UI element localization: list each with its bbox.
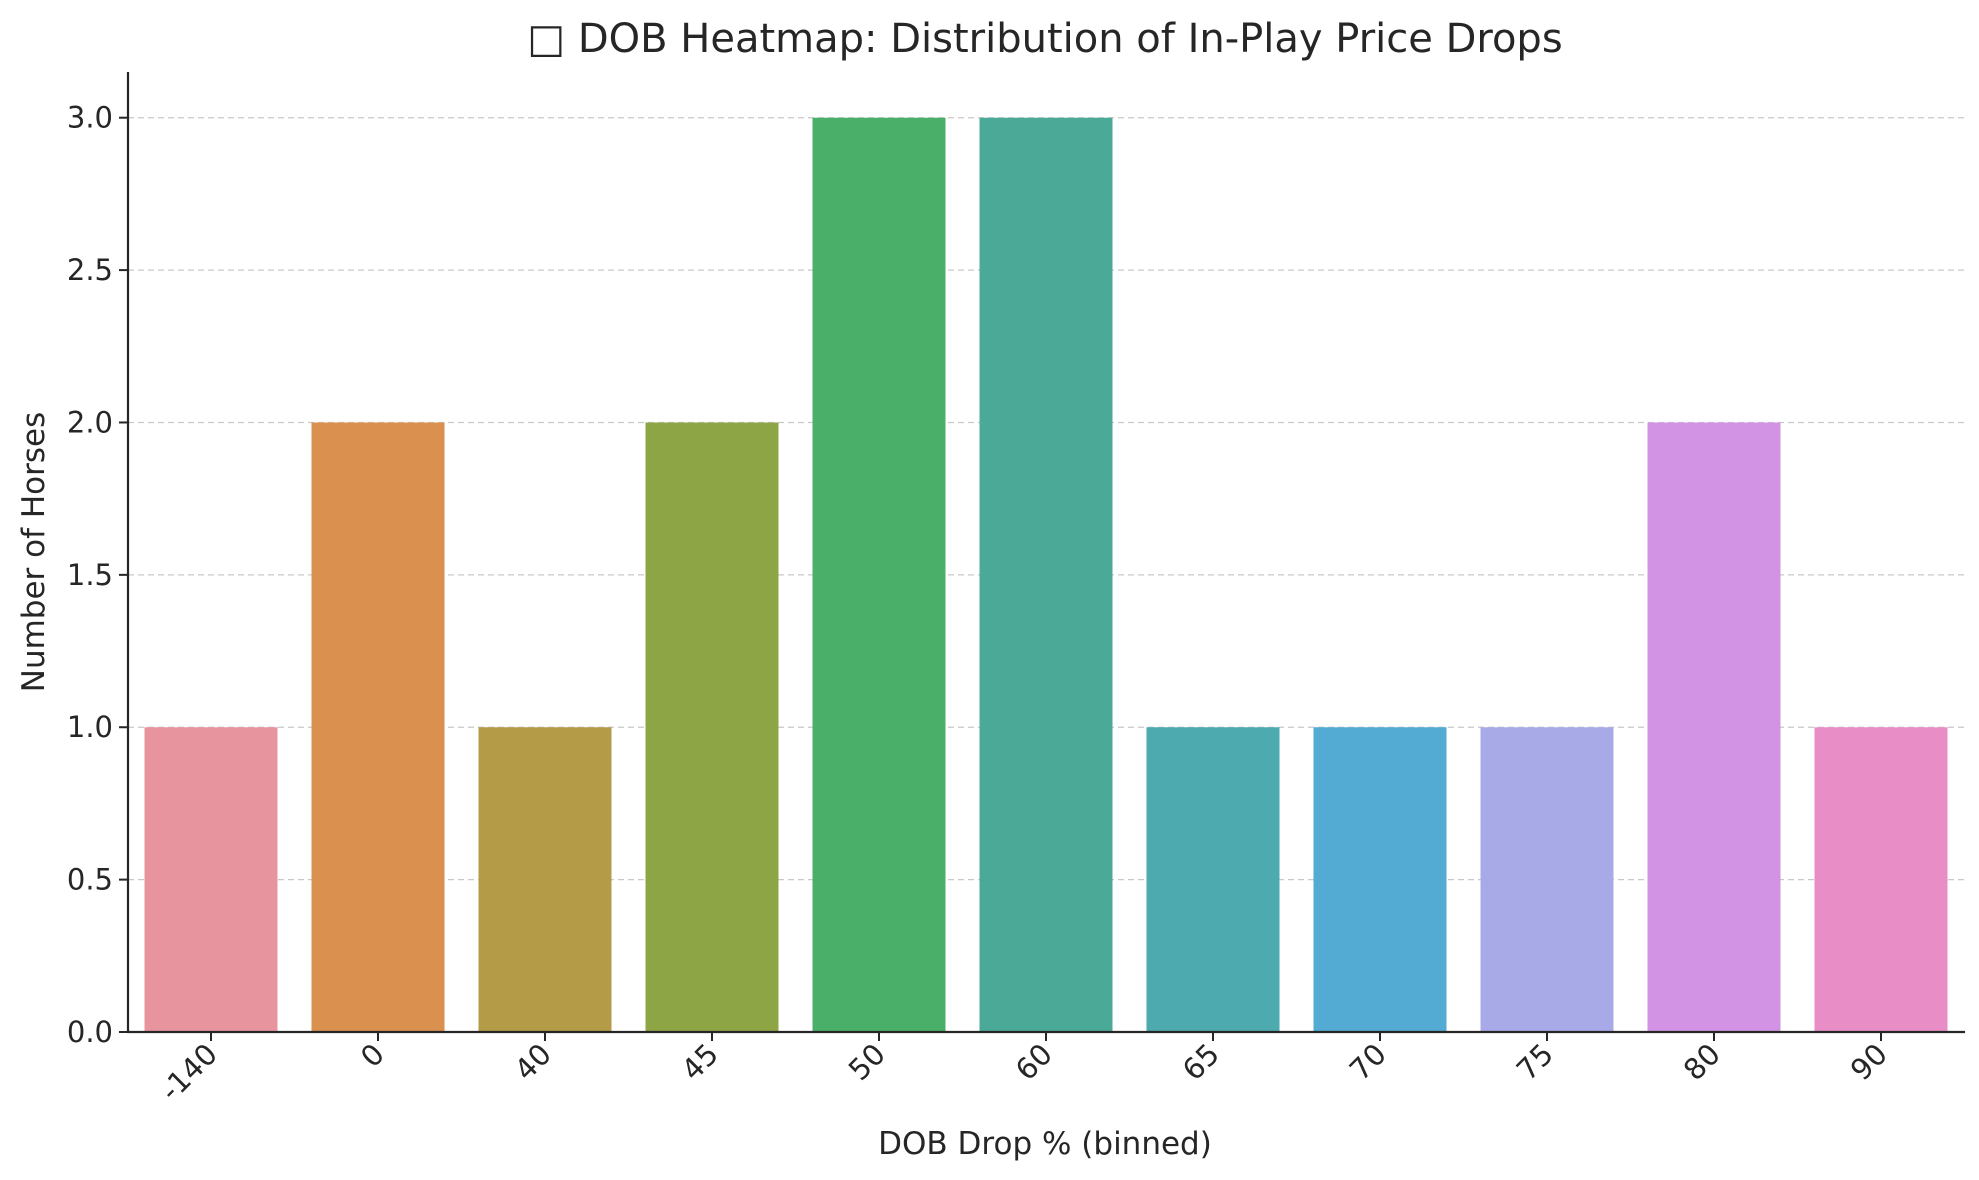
bar — [1480, 727, 1614, 1032]
x-tick-label: 65 — [1176, 1037, 1226, 1087]
bar — [1647, 422, 1781, 1032]
bar — [1313, 727, 1447, 1032]
y-tick-label: 3.0 — [67, 101, 113, 135]
x-axis-ticks: -140 0 40 45 50 60 65 70 75 80 90 — [153, 1032, 1894, 1107]
x-tick-label: 70 — [1343, 1037, 1393, 1087]
x-tick-label: 50 — [842, 1037, 892, 1087]
bar — [645, 422, 779, 1032]
x-tick-label: 0 — [354, 1037, 391, 1074]
y-tick-label: 0.0 — [67, 1015, 113, 1049]
bar — [478, 727, 612, 1032]
bars — [144, 117, 1948, 1032]
bar — [812, 117, 946, 1032]
y-tick-label: 2.0 — [67, 405, 113, 439]
y-tick-label: 1.5 — [67, 558, 113, 592]
x-axis-label: DOB Drop % (binned) — [878, 1126, 1212, 1162]
x-tick-label: 60 — [1009, 1037, 1059, 1087]
chart-title: □ DOB Heatmap: Distribution of In-Play P… — [527, 16, 1562, 62]
y-tick-label: 1.0 — [67, 710, 113, 744]
y-tick-label: 0.5 — [67, 863, 113, 897]
bar — [311, 422, 445, 1032]
bar — [1146, 727, 1280, 1032]
bar — [979, 117, 1113, 1032]
x-tick-label: 80 — [1677, 1037, 1727, 1087]
y-axis-label: Number of Horses — [16, 412, 52, 693]
x-tick-label: 90 — [1844, 1037, 1894, 1087]
bar — [1814, 727, 1948, 1032]
x-tick-label: 40 — [508, 1037, 558, 1087]
x-tick-label: -140 — [153, 1037, 224, 1108]
y-axis-ticks: 0.0 0.5 1.0 1.5 2.0 2.5 3.0 — [67, 101, 128, 1049]
y-tick-label: 2.5 — [67, 253, 113, 287]
bar — [144, 727, 278, 1032]
x-tick-label: 45 — [675, 1037, 725, 1087]
x-tick-label: 75 — [1510, 1037, 1560, 1087]
